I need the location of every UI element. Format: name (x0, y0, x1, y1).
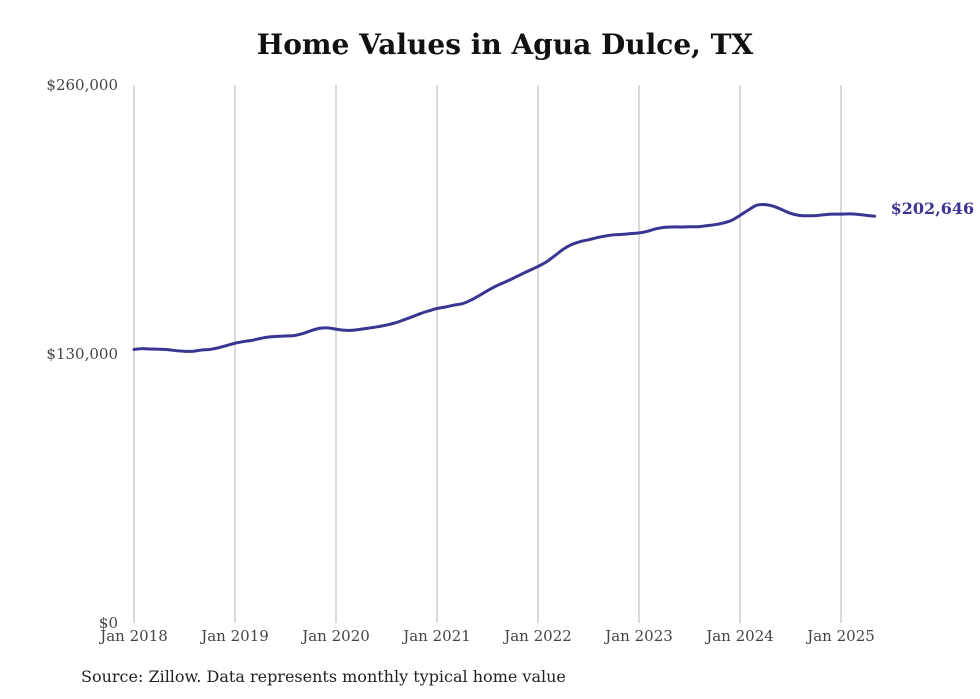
y-axis-ticks: $0 $130,000 $260,000 (46, 76, 118, 632)
series-line (132, 202, 877, 353)
x-tick-label: Jan 2021 (401, 627, 471, 645)
x-tick-label: Jan 2019 (199, 627, 269, 645)
y-tick-label: $130,000 (46, 345, 118, 363)
x-tick-label: Jan 2022 (502, 627, 572, 645)
x-tick-label: Jan 2024 (704, 627, 774, 645)
chart-title: Home Values in Agua Dulce, TX (256, 28, 754, 61)
x-axis-ticks: Jan 2018 Jan 2019 Jan 2020 Jan 2021 Jan 2022… (98, 627, 875, 645)
x-tick-label: Jan 2025 (805, 627, 875, 645)
end-label-layer: $202,646 (891, 199, 975, 218)
end-value-label: $202,646 (891, 199, 975, 218)
x-tick-label: Jan 2023 (603, 627, 673, 645)
y-tick-label: $0 (99, 614, 118, 632)
source-note: Source: Zillow. Data represents monthly … (81, 667, 566, 686)
gridlines (133, 85, 842, 623)
x-tick-label: Jan 2018 (98, 627, 168, 645)
y-tick-label: $260,000 (46, 76, 118, 94)
series-layer (132, 202, 877, 353)
x-tick-label: Jan 2020 (300, 627, 370, 645)
